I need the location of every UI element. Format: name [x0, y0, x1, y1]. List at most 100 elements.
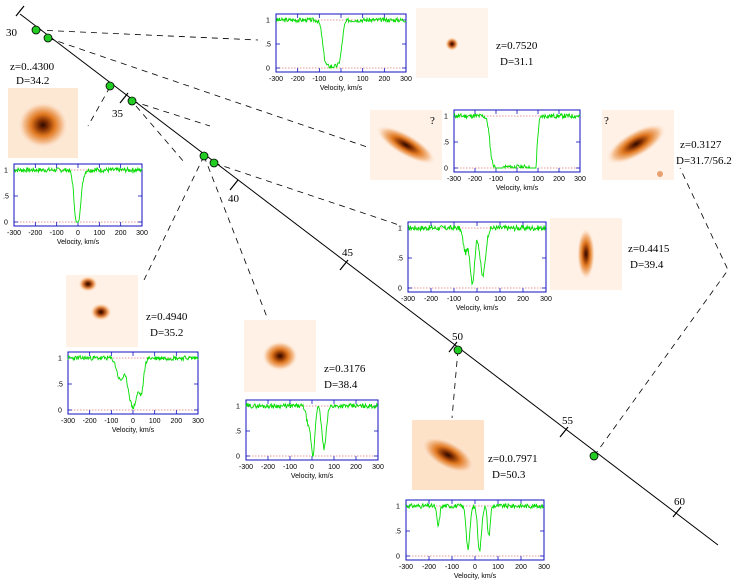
- label-z-g2: z=0..4300: [10, 61, 55, 73]
- y-tick-label: .5: [395, 529, 401, 536]
- x-tick-label: -300: [399, 564, 413, 571]
- y-tick-label: 1: [266, 18, 270, 25]
- tick-label-40: 40: [228, 193, 240, 205]
- x-tick-label: 300: [540, 296, 552, 303]
- spectrum-frame: [275, 13, 407, 73]
- x-tick-label: -100: [447, 296, 461, 303]
- label-d-g4: D=39.4: [630, 259, 664, 271]
- x-tick-label: -200: [261, 464, 275, 471]
- spectrum-frame: [13, 163, 143, 227]
- y-tick-label: 0: [4, 220, 8, 227]
- label-d-g7: D=50.3: [492, 469, 526, 481]
- galaxy-image-g4: [550, 218, 622, 290]
- marker-g4: [127, 96, 137, 106]
- x-tick-label: 200: [350, 464, 362, 471]
- y-tick-label: 0: [266, 66, 270, 73]
- y-tick-label: 1: [236, 404, 240, 411]
- sightline-ticks: [15, 5, 682, 518]
- y-tick-label: .5: [443, 140, 449, 147]
- question-mark-right: ?: [604, 115, 609, 127]
- galaxy-image-g7: [412, 420, 484, 490]
- tick-label-45: 45: [342, 247, 354, 259]
- tick-label-30: 30: [6, 27, 18, 39]
- spectrum-trace: [407, 223, 547, 286]
- spectrum-trace: [275, 16, 407, 70]
- galaxy-image-g3b: ?: [602, 110, 674, 180]
- question-mark-left: ?: [430, 115, 435, 127]
- galaxy-image-g6: [244, 320, 316, 392]
- marker-g3: [105, 81, 115, 91]
- x-tick-label: -100: [283, 464, 297, 471]
- x-tick-label: 200: [515, 564, 527, 571]
- x-tick-label: 100: [328, 464, 340, 471]
- x-tick-label: 300: [574, 176, 586, 183]
- x-tick-label: -100: [312, 76, 326, 83]
- label-z-g1: z=0.7520: [496, 40, 538, 52]
- x-tick-label: 300: [192, 418, 204, 425]
- x-tick-label: -100: [50, 230, 64, 237]
- x-tick-label: 100: [93, 230, 105, 237]
- x-tick-label: 300: [400, 76, 412, 83]
- y-tick-label: 1: [398, 226, 402, 233]
- velocity-axis-label: Velocity, km/s: [57, 239, 100, 246]
- tick-label-35: 35: [112, 108, 124, 120]
- velocity-axis-label: Velocity, km/s: [456, 305, 499, 312]
- x-tick-label: -100: [104, 418, 118, 425]
- label-z-g6: z=0.3176: [324, 363, 366, 375]
- label-d-g2: D=34.2: [16, 75, 49, 87]
- label-d-g1: D=31.1: [500, 56, 533, 68]
- spectrum-panel-g4: 1 .5 0 -300 -200 -100 0 100 200 300 Velocity, km/s: [397, 221, 552, 312]
- x-tick-label: 100: [492, 564, 504, 571]
- label-d-g6: D=38.4: [324, 379, 358, 391]
- x-tick-label: 200: [517, 296, 529, 303]
- spectrum-panel-g2: 1 .5 0 -300 -200 -100 0 100 200 300 Velocity, km/s: [3, 163, 148, 246]
- x-tick-label: 0: [310, 464, 314, 471]
- y-tick-label: .5: [235, 429, 241, 436]
- label-d-g3: D=31.7/56.2: [676, 155, 732, 167]
- object-labels: z=0.7520 D=31.1 z=0..4300 D=34.2 z=0.312…: [10, 40, 732, 481]
- tick-label-50: 50: [452, 331, 464, 343]
- x-tick-label: -300: [7, 230, 21, 237]
- x-tick-label: 200: [378, 76, 390, 83]
- x-tick-label: 100: [532, 176, 544, 183]
- spectrum-frame: [407, 221, 547, 293]
- y-tick-label: 1: [444, 114, 448, 121]
- x-tick-label: 300: [136, 230, 148, 237]
- y-tick-label: 0: [236, 454, 240, 461]
- y-tick-label: .5: [57, 382, 63, 389]
- velocity-axis-label: Velocity, km/s: [320, 85, 363, 92]
- y-tick-label: .5: [397, 256, 403, 263]
- marker-g2: [43, 33, 53, 43]
- spectrum-panel-g6: 1 .5 0 -300 -200 -100 0 100 200 300 Velocity, km/s: [235, 399, 384, 480]
- x-tick-label: 0: [339, 76, 343, 83]
- x-tick-label: -300: [61, 418, 75, 425]
- marker-g8: [589, 451, 599, 461]
- x-tick-label: 0: [473, 564, 477, 571]
- spectrum-panel-g5: 1 .5 0 -300 -200 -100 0 100 200 300 Velocity, km/s: [57, 351, 204, 434]
- y-tick-label: .5: [265, 42, 271, 49]
- spectrum-frame: [67, 351, 199, 415]
- label-z-g3: z=0.3127: [680, 139, 722, 151]
- spectrum-panel-g1: 1 .5 0 -300 -200 -100 0 100 200 300 Velocity, km/s: [265, 13, 412, 92]
- x-tick-label: -200: [291, 76, 305, 83]
- x-tick-label: 0: [131, 418, 135, 425]
- x-tick-label: 300: [538, 564, 550, 571]
- label-z-g7: z=0.0.7971: [488, 453, 538, 465]
- tick-label-55: 55: [562, 415, 574, 427]
- y-tick-label: 0: [444, 166, 448, 173]
- galaxy-image-g1: [416, 8, 488, 78]
- x-tick-label: 100: [357, 76, 369, 83]
- spectrum-trace: [245, 402, 379, 457]
- velocity-axis-label: Velocity, km/s: [291, 473, 334, 480]
- x-tick-label: -200: [83, 418, 97, 425]
- x-tick-label: 0: [515, 176, 519, 183]
- marker-g1: [31, 25, 41, 35]
- x-tick-label: -300: [447, 176, 461, 183]
- x-tick-label: -100: [445, 564, 459, 571]
- galaxy-image-g2: [8, 88, 78, 158]
- y-tick-label: 0: [398, 286, 402, 293]
- x-tick-label: -200: [28, 230, 42, 237]
- x-tick-label: 300: [372, 464, 384, 471]
